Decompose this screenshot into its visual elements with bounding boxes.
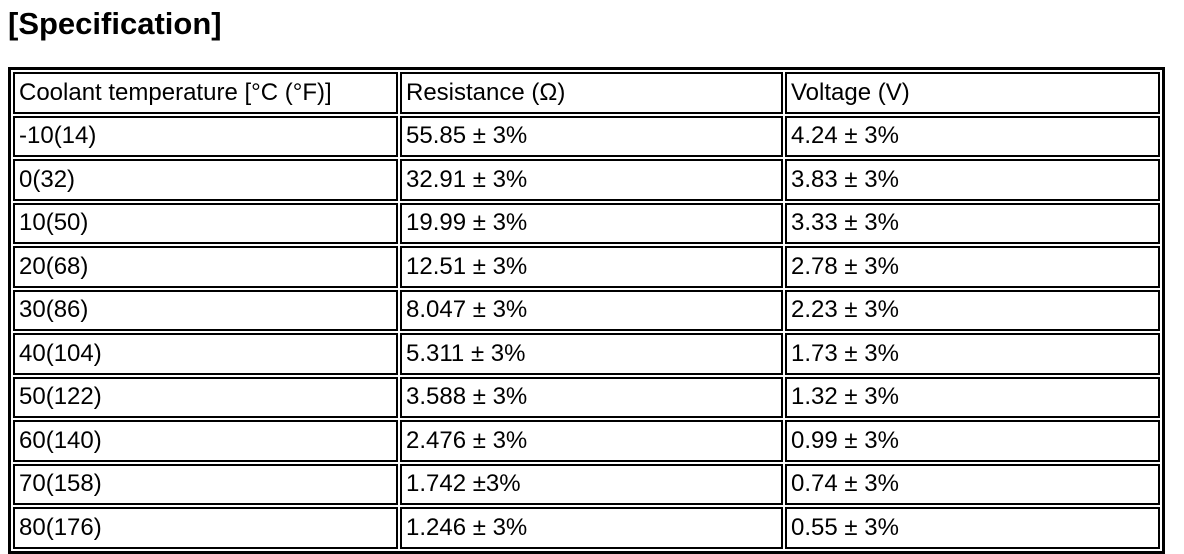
- cell: 19.99 ± 3%: [400, 202, 783, 244]
- data-row: 80(176) 1.246 ± 3% 0.55 ± 3%: [13, 507, 1160, 549]
- data-row: 10(50) 19.99 ± 3% 3.33 ± 3%: [13, 202, 1160, 244]
- cell: 30(86): [13, 289, 398, 331]
- spec-table: Coolant temperature [°C (°F)] Resistance …: [8, 67, 1165, 554]
- cell: 2.78 ± 3%: [785, 246, 1160, 288]
- cell: 55.85 ± 3%: [400, 115, 783, 157]
- data-row: 40(104) 5.311 ± 3% 1.73 ± 3%: [13, 333, 1160, 375]
- cell: 0.74 ± 3%: [785, 463, 1160, 505]
- data-row: -10(14) 55.85 ± 3% 4.24 ± 3%: [13, 115, 1160, 157]
- cell: 5.311 ± 3%: [400, 333, 783, 375]
- cell: 50(122): [13, 376, 398, 418]
- cell: 32.91 ± 3%: [400, 159, 783, 201]
- cell: 0.55 ± 3%: [785, 507, 1160, 549]
- cell: 0(32): [13, 159, 398, 201]
- cell: 20(68): [13, 246, 398, 288]
- data-row: 60(140) 2.476 ± 3% 0.99 ± 3%: [13, 420, 1160, 462]
- cell: -10(14): [13, 115, 398, 157]
- cell: 3.83 ± 3%: [785, 159, 1160, 201]
- cell: 3.588 ± 3%: [400, 376, 783, 418]
- cell: 10(50): [13, 202, 398, 244]
- data-row: 50(122) 3.588 ± 3% 1.32 ± 3%: [13, 376, 1160, 418]
- data-row: 20(68) 12.51 ± 3% 2.78 ± 3%: [13, 246, 1160, 288]
- header-cell: Coolant temperature [°C (°F)]: [13, 72, 398, 114]
- header-cell: Resistance (Ω): [400, 72, 783, 114]
- cell: 4.24 ± 3%: [785, 115, 1160, 157]
- cell: 60(140): [13, 420, 398, 462]
- data-row: 70(158) 1.742 ±3% 0.74 ± 3%: [13, 463, 1160, 505]
- title: [Specification]: [8, 6, 222, 41]
- header-row: Coolant temperature [°C (°F)] Resistance …: [13, 72, 1160, 114]
- cell: 8.047 ± 3%: [400, 289, 783, 331]
- cell: 1.246 ± 3%: [400, 507, 783, 549]
- cell: 80(176): [13, 507, 398, 549]
- cell: 1.32 ± 3%: [785, 376, 1160, 418]
- data-row: 30(86) 8.047 ± 3% 2.23 ± 3%: [13, 289, 1160, 331]
- cell: 70(158): [13, 463, 398, 505]
- cell: 1.742 ±3%: [400, 463, 783, 505]
- cell: 0.99 ± 3%: [785, 420, 1160, 462]
- cell: 3.33 ± 3%: [785, 202, 1160, 244]
- header-cell: Voltage (V): [785, 72, 1160, 114]
- cell: 12.51 ± 3%: [400, 246, 783, 288]
- data-row: 0(32) 32.91 ± 3% 3.83 ± 3%: [13, 159, 1160, 201]
- cell: 1.73 ± 3%: [785, 333, 1160, 375]
- cell: 40(104): [13, 333, 398, 375]
- cell: 2.23 ± 3%: [785, 289, 1160, 331]
- cell: 2.476 ± 3%: [400, 420, 783, 462]
